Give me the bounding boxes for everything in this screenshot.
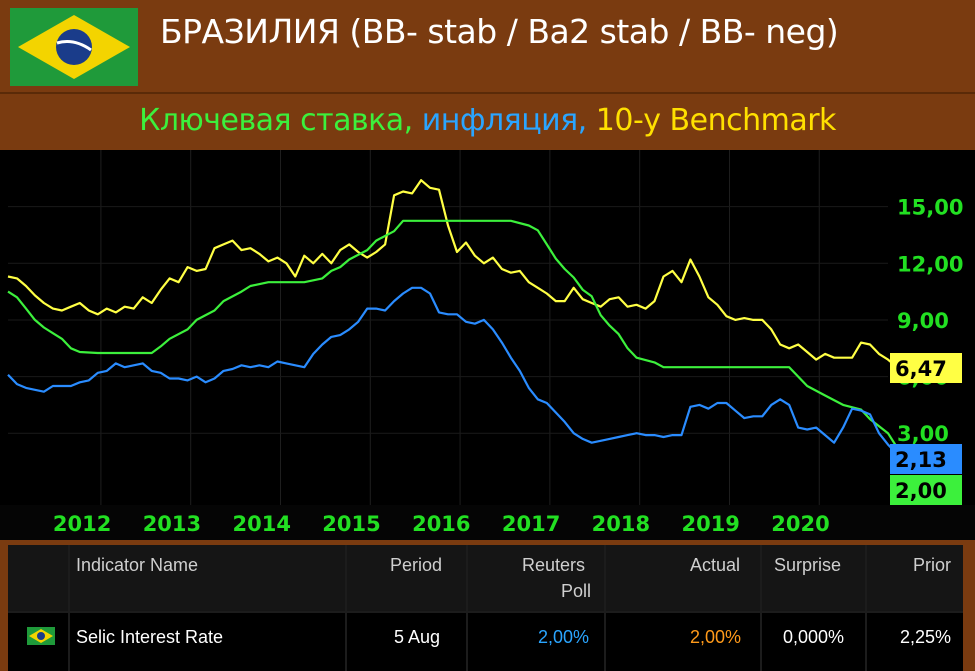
header-actual[interactable]: Actual [690,555,741,575]
subtitle-inflation: инфляция, [412,103,588,138]
x-tick-label: 2020 [771,512,829,536]
brazil-flag-icon [10,8,138,86]
end-value-label: 2,13 [895,448,947,472]
x-tick-label: 2019 [681,512,739,536]
y-tick-label: 15,00 [897,196,963,220]
column-divider [865,545,867,671]
end-value-label: 6,47 [895,357,947,381]
y-tick-label: 9,00 [897,309,949,333]
header-reuters-poll-line2: Poll [561,581,592,601]
table-row-prior: 2,25% [900,627,952,647]
table-row-name[interactable]: Selic Interest Rate [76,627,224,647]
row-divider [8,611,963,613]
subtitle-bar [0,92,975,152]
series-line-key_rate [7,219,907,454]
y-tick-label: 12,00 [897,252,963,276]
table-row-poll: 2,00% [538,627,590,647]
table-header-bg [8,545,963,611]
end-value-box [890,444,962,474]
header: БРАЗИЛИЯ (BB- stab / Ba2 stab / BB- neg) [0,0,975,88]
chart-area: 15,0012,009,006,003,00201220132014201520… [0,150,975,540]
x-tick-label: 2017 [502,512,560,536]
line-chart: 15,0012,009,006,003,00201220132014201520… [0,150,975,540]
x-tick-label: 2012 [53,512,111,536]
header-period[interactable]: Period [390,555,443,575]
end-value-box [890,353,962,383]
end-value-label: 2,00 [895,479,947,503]
column-divider [466,545,468,671]
series-line-inflation [7,286,907,456]
end-value-box [890,475,962,505]
chart-subtitle: Ключевая ставка, инфляция, 10-y Benchmar… [0,103,975,138]
table-row-actual: 2,00% [690,627,742,647]
x-axis-band [0,505,975,540]
table-row-surprise: 0,000% [783,627,845,647]
series-line-benchmark [7,179,907,369]
header-prior[interactable]: Prior [913,555,952,575]
x-tick-label: 2018 [592,512,650,536]
x-tick-label: 2015 [322,512,380,536]
header-surprise[interactable]: Surprise [774,555,842,575]
subtitle-benchmark: 10-y Benchmark [586,103,837,138]
column-divider [68,545,70,671]
x-tick-label: 2016 [412,512,470,536]
column-divider [345,545,347,671]
x-tick-label: 2014 [232,512,290,536]
column-divider [760,545,762,671]
page-title: БРАЗИЛИЯ (BB- stab / Ba2 stab / BB- neg) [160,12,839,51]
column-divider [604,545,606,671]
header-reuters-poll[interactable]: Reuters [522,555,586,575]
indicator-table: Indicator Name Period Reuters Poll Actua… [8,545,963,671]
subtitle-key-rate: Ключевая ставка, [139,103,413,138]
y-tick-label: 3,00 [897,422,949,446]
brazil-flag-icon [27,627,55,645]
table-row-period: 5 Aug [394,627,441,647]
header-indicator-name[interactable]: Indicator Name [76,555,199,575]
x-tick-label: 2013 [143,512,201,536]
